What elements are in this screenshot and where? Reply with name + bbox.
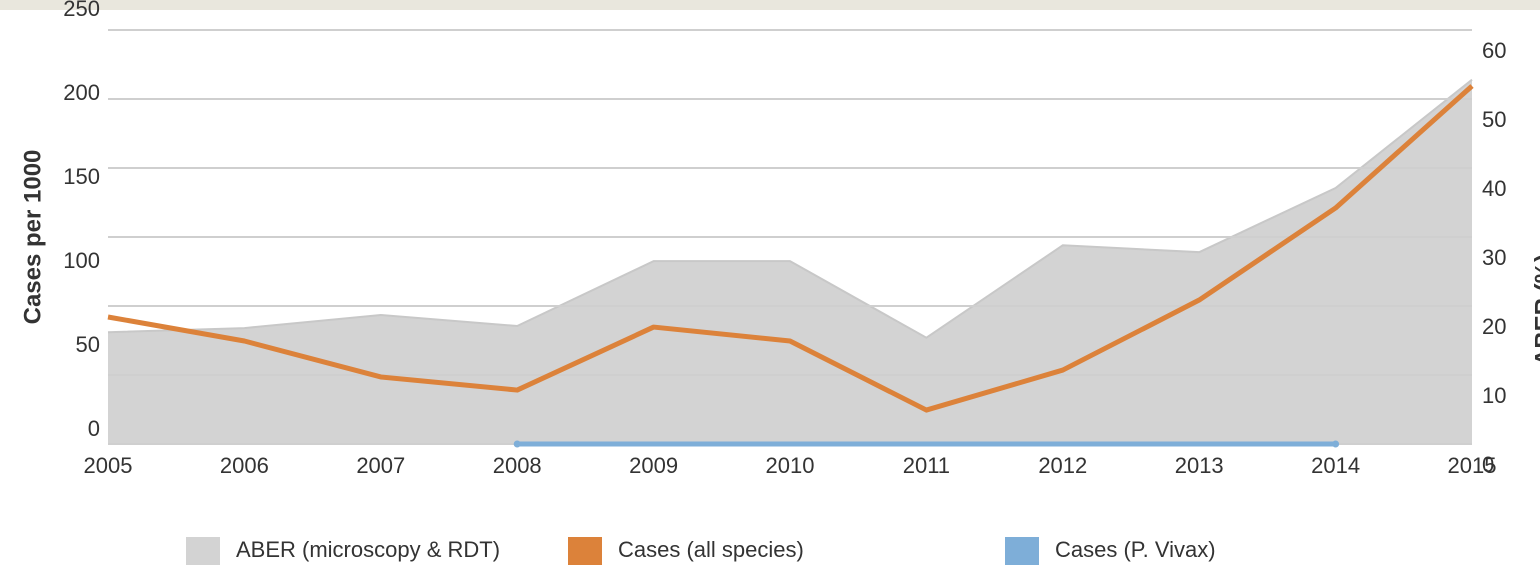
x-tick-label: 2005 <box>84 453 133 478</box>
y2-tick-label: 0 <box>1482 452 1494 477</box>
legend-label: ABER (microscopy & RDT) <box>236 537 500 562</box>
legend-swatch <box>568 537 602 565</box>
x-tick-label: 2006 <box>220 453 269 478</box>
x-tick-label: 2013 <box>1175 453 1224 478</box>
x-tick-label: 2011 <box>903 453 950 478</box>
legend-label: Cases (P. Vivax) <box>1055 537 1216 562</box>
y2-tick-label: 50 <box>1482 107 1506 132</box>
line <box>107 84 1474 413</box>
y-axis-title: Cases per 1000 <box>19 150 46 325</box>
legend-swatch <box>1005 537 1039 565</box>
legend-swatch <box>186 537 220 565</box>
x-tick-label: 2014 <box>1311 453 1360 478</box>
x-tick-label: 2012 <box>1038 453 1087 478</box>
line-end <box>1332 440 1340 448</box>
y-tick-label: 150 <box>63 164 100 189</box>
x-tick-label: 2007 <box>356 453 405 478</box>
area-edge <box>107 78 1473 339</box>
line-end <box>513 440 521 448</box>
y2-axis-title: ABER (%) <box>1530 254 1540 366</box>
y2-tick-label: 10 <box>1482 383 1506 408</box>
top-band <box>0 0 1540 10</box>
x-tick-label: 2010 <box>766 453 815 478</box>
y-tick-label: 200 <box>63 80 100 105</box>
y-tick-label: 50 <box>76 332 100 357</box>
y-tick-label: 0 <box>88 416 100 441</box>
legend-label: Cases (all species) <box>618 537 804 562</box>
x-tick-label: 2015 <box>1448 453 1497 478</box>
x-tick-label: 2009 <box>629 453 678 478</box>
y2-tick-label: 30 <box>1482 245 1506 270</box>
y2-tick-label: 60 <box>1482 38 1506 63</box>
x-tick-label: 2008 <box>493 453 542 478</box>
y-tick-label: 100 <box>63 248 100 273</box>
y-tick-label: 250 <box>63 0 100 21</box>
y2-tick-label: 20 <box>1482 314 1506 339</box>
y2-tick-label: 40 <box>1482 176 1506 201</box>
